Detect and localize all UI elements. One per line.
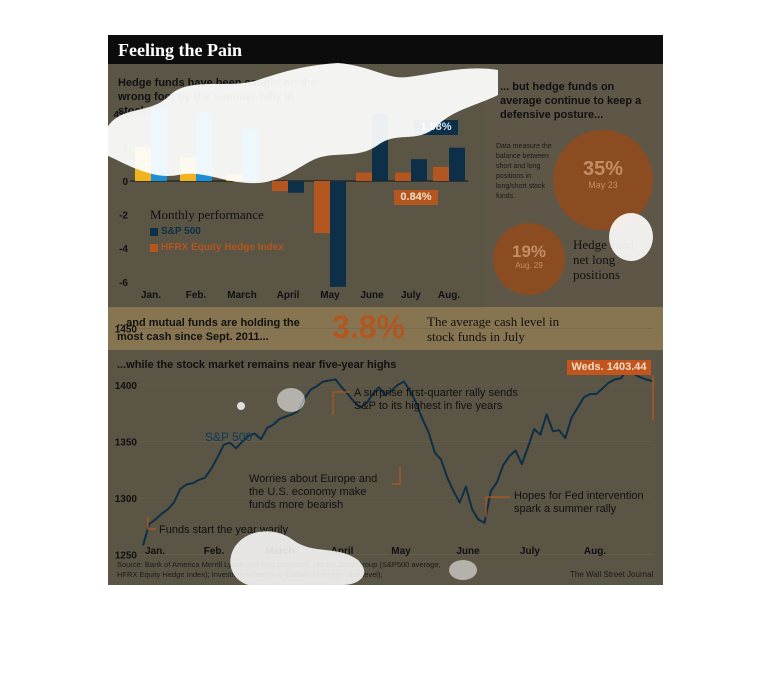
legend-label-sp500: S&P 500 [161,226,201,237]
y-tick-label: -4 [119,244,128,255]
cash-level-value: 3.8% [332,309,405,345]
line-chart-heading: ...while the stock market remains near f… [117,359,397,371]
circle-19-percent: 19% Aug. 29 [493,223,565,295]
line-series-label: S&P 500 [205,430,253,444]
infographic: Feeling the Pain Hedge funds have been c… [108,35,663,585]
x-tick-label: May [391,546,411,557]
y-tick-label: 1300 [115,494,138,505]
x-tick-label: March [227,290,256,301]
infographic-title: Feeling the Pain [118,40,242,60]
x-tick-label: May [320,290,340,301]
y-tick-label: 1250 [115,551,138,562]
bar-sp500 [330,181,346,287]
circle-19-date: Aug. 29 [515,261,543,270]
weds-badge: Weds. 1403.44 [567,360,651,375]
mutual-funds-text: ...and mutual funds are holding the most… [117,317,300,343]
annotation-europe-worries: Worries about Europe and the U.S. econom… [249,473,378,511]
annotation-funds-warily: Funds start the year warily [159,524,288,536]
bar-sp500 [288,181,304,193]
x-tick-label: July [401,290,421,301]
annotation-fed-hopes: Hopes for Fed intervention spark a summe… [514,490,644,515]
legend-swatch-hfrx [150,244,158,252]
y-tick-label: -6 [119,278,128,289]
sp500-line [142,367,653,546]
net-long-description: Data measure the balance between short a… [496,143,552,200]
leader-warily [147,517,156,530]
x-tick-label: July [520,546,540,557]
bar-hfrx [314,181,330,234]
y-tick-label: 1350 [115,438,138,449]
x-tick-label: April [331,546,354,557]
legend-title: Monthly performance [150,207,264,222]
x-tick-label: April [277,290,300,301]
circle-19-value: 19% [511,242,547,261]
wsj-credit: The Wall Street Journal [570,570,654,579]
circle-35-date: May 23 [588,180,618,190]
title-bar: Feeling the Pain [108,35,663,64]
legend-swatch-sp500 [150,228,158,236]
x-tick-label: Aug. [438,290,460,301]
leader-europe [392,467,401,485]
x-tick-label: Aug. [584,546,606,557]
x-tick-label: Jan. [145,546,165,557]
cash-level-caption: The average cash level in stock funds in… [427,314,560,344]
legend-label-hfrx: HFRX Equity Hedge Index [161,242,284,253]
defensive-posture-heading: ... but hedge funds on average continue … [500,81,642,121]
x-tick-label: June [360,290,384,301]
x-tick-label: March [265,546,294,557]
bar-hfrx [272,181,288,192]
x-tick-label: Jan. [141,290,161,301]
circle-35-value: 35% [582,158,624,180]
label-0-84-percent: 0.84% [394,190,438,205]
leader-rally [332,391,350,415]
leader-fed [485,496,510,517]
y-tick-label: 1400 [115,381,138,392]
y-tick-label: -2 [119,211,128,222]
y-tick-label: 1450 [115,325,138,336]
x-tick-label: Feb. [204,546,225,557]
x-tick-label: Feb. [186,290,207,301]
annotation-first-quarter-rally: A surprise first-quarter rally sends S&P… [354,387,518,412]
source-note: Source: Bank of America Merrill Lynch (n… [117,560,441,579]
x-tick-label: June [456,546,480,557]
